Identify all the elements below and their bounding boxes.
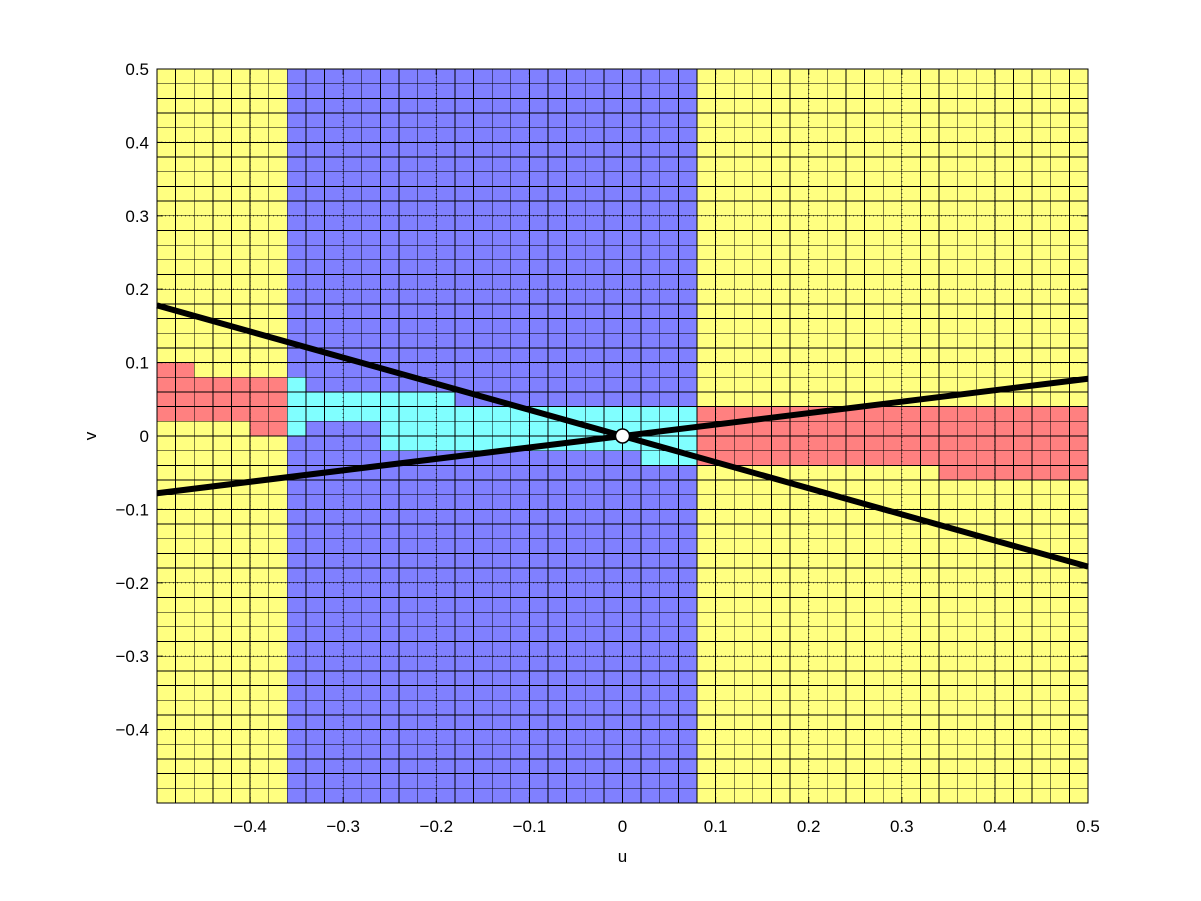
x-tick-label: 0.1 xyxy=(704,817,728,836)
x-tick-label: 0.5 xyxy=(1076,817,1100,836)
y-axis-label: v xyxy=(81,431,100,440)
x-tick-label: −0.3 xyxy=(326,817,360,836)
x-tick-label: −0.4 xyxy=(233,817,267,836)
x-ticks: −0.4 −0.3 −0.2 −0.1 0 0.1 0.2 0.3 0.4 0.5 xyxy=(233,69,1100,836)
y-tick-label: 0 xyxy=(140,427,149,446)
origin-marker-layer xyxy=(614,428,631,444)
y-tick-label: −0.2 xyxy=(115,574,149,593)
y-tick-label: −0.3 xyxy=(115,647,149,666)
origin-marker xyxy=(614,428,631,444)
x-axis-label: u xyxy=(618,847,627,866)
y-tick-label: 0.4 xyxy=(125,133,149,152)
y-tick-label: 0.5 xyxy=(125,60,149,79)
y-tick-label: 0.3 xyxy=(125,207,149,226)
y-tick-label: −0.1 xyxy=(115,500,149,519)
region-red-3 xyxy=(194,377,251,422)
y-tick-label: 0.2 xyxy=(125,280,149,299)
y-tick-label: 0.1 xyxy=(125,354,149,373)
x-tick-label: 0 xyxy=(618,817,627,836)
x-tick-label: 0.2 xyxy=(797,817,821,836)
plot-area: −0.4 −0.3 −0.2 −0.1 0 0.1 0.2 0.3 0.4 0.5 −0.4−0.… xyxy=(115,60,1099,836)
x-tick-label: −0.2 xyxy=(420,817,454,836)
y-tick-label: −0.4 xyxy=(115,721,149,740)
x-tick-label: 0.3 xyxy=(890,817,914,836)
y-ticks: −0.4 −0.3 −0.2 −0.1 0 0.1 0.2 0.3 0.4 0.5 xyxy=(115,60,1088,740)
x-tick-label: 0.4 xyxy=(983,817,1007,836)
x-tick-label: −0.1 xyxy=(513,817,547,836)
